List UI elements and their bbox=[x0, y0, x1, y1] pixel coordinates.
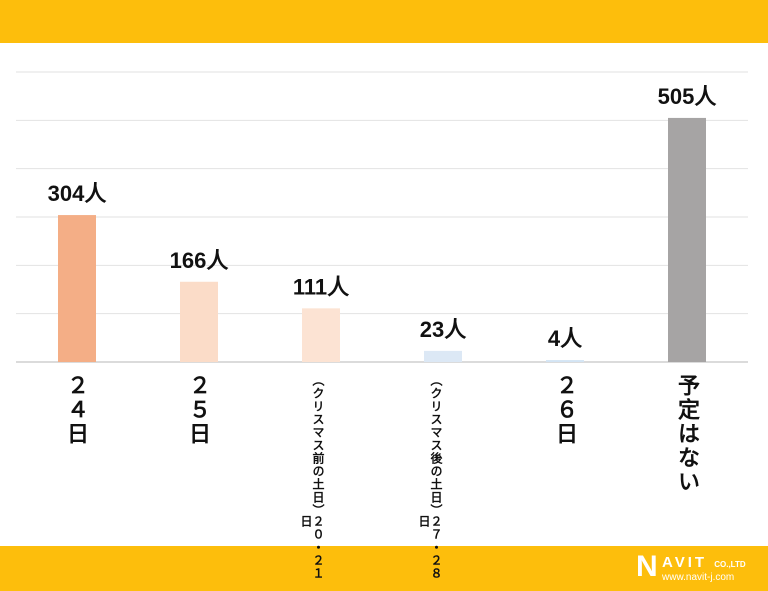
data-label-3: 23人 bbox=[420, 317, 466, 342]
x-label-25: ２５日 bbox=[185, 374, 210, 446]
bar-5 bbox=[668, 117, 706, 363]
x-label-27-28-note: （クリスマス後の土日） bbox=[429, 374, 443, 517]
bar-3 bbox=[424, 350, 462, 362]
x-label-27-28-dates: ２７・２８日 bbox=[417, 515, 443, 581]
x-label-27-28: ２７・２８日 （クリスマス後の土日） bbox=[417, 374, 443, 591]
top-banner bbox=[0, 0, 768, 43]
x-label-26: ２６日 bbox=[552, 374, 577, 446]
x-label-20-21: ２０・２１日 （クリスマス前の土日） bbox=[299, 374, 325, 591]
bar-0 bbox=[58, 215, 96, 362]
x-label-20-21-dates: ２０・２１日 bbox=[299, 515, 325, 581]
x-label-20-21-note: （クリスマス前の土日） bbox=[311, 374, 325, 517]
bottom-banner bbox=[0, 546, 768, 591]
bar-4 bbox=[546, 360, 584, 362]
data-label-5: 505人 bbox=[658, 84, 717, 109]
x-label-none: 予定はない bbox=[674, 374, 699, 494]
data-label-0: 304人 bbox=[48, 181, 107, 206]
data-label-4: 4人 bbox=[548, 326, 582, 351]
bar-1 bbox=[180, 281, 218, 362]
bar-2 bbox=[302, 308, 340, 362]
data-label-1: 166人 bbox=[170, 248, 229, 273]
x-label-24: ２４日 bbox=[63, 374, 88, 446]
data-label-2: 111人 bbox=[293, 274, 349, 299]
